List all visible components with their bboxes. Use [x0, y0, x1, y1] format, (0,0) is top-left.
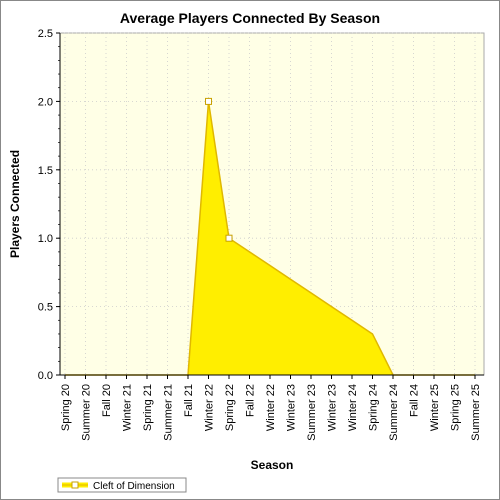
x-tick-label: Summer 23 — [306, 384, 318, 441]
x-tick-label: Spring 25 — [450, 384, 462, 431]
x-tick-label: Summer 20 — [81, 384, 93, 441]
y-tick-label: 1.0 — [38, 233, 53, 245]
legend-swatch-icon — [62, 481, 88, 489]
y-tick-label: 0.5 — [38, 302, 53, 314]
y-tick-label: 2.5 — [38, 28, 53, 40]
x-axis-label: Season — [251, 458, 294, 472]
x-tick-label: Spring 22 — [224, 384, 236, 431]
x-tick-label: Fall 21 — [183, 384, 195, 417]
x-tick-label: Winter 22 — [265, 384, 277, 431]
x-tick-label: Summer 21 — [163, 384, 175, 441]
legend-label: Cleft of Dimension — [93, 481, 175, 492]
legend: Cleft of Dimension — [57, 477, 187, 493]
x-tick-label: Winter 21 — [122, 384, 134, 431]
y-axis-label: Players Connected — [8, 150, 22, 258]
y-tick-label: 0.0 — [38, 370, 53, 382]
x-tick-label: Winter 23 — [327, 384, 339, 431]
chart-title: Average Players Connected By Season — [120, 10, 380, 26]
x-tick-label: Fall 24 — [409, 384, 421, 417]
x-tick-label: Winter 24 — [347, 384, 359, 431]
x-tick-label: Spring 21 — [142, 384, 154, 431]
x-tick-label: Spring 20 — [60, 384, 72, 431]
x-tick-label: Summer 24 — [388, 384, 400, 441]
y-tick-label: 1.5 — [38, 165, 53, 177]
x-tick-label: Fall 20 — [101, 384, 113, 417]
x-tick-label: Winter 23 — [286, 384, 298, 431]
x-tick-label: Fall 22 — [245, 384, 257, 417]
x-tick-label: Spring 24 — [368, 384, 380, 431]
y-axis: 0.0 0.5 1.0 1.5 2.0 2.5 — [38, 28, 61, 382]
legend-swatch-marker — [71, 481, 79, 489]
legend-box — [57, 477, 187, 493]
x-tick-label: Winter 22 — [204, 384, 216, 431]
data-point-marker — [205, 97, 212, 105]
x-tick-label: Summer 25 — [470, 384, 482, 441]
x-axis: Spring 20 Summer 20 Fall 20 Winter 21 Spring… — [60, 374, 484, 441]
data-point-marker — [225, 234, 233, 242]
y-tick-label: 2.0 — [38, 96, 53, 108]
area-fill — [65, 101, 475, 376]
x-tick-label: Winter 25 — [429, 384, 441, 431]
